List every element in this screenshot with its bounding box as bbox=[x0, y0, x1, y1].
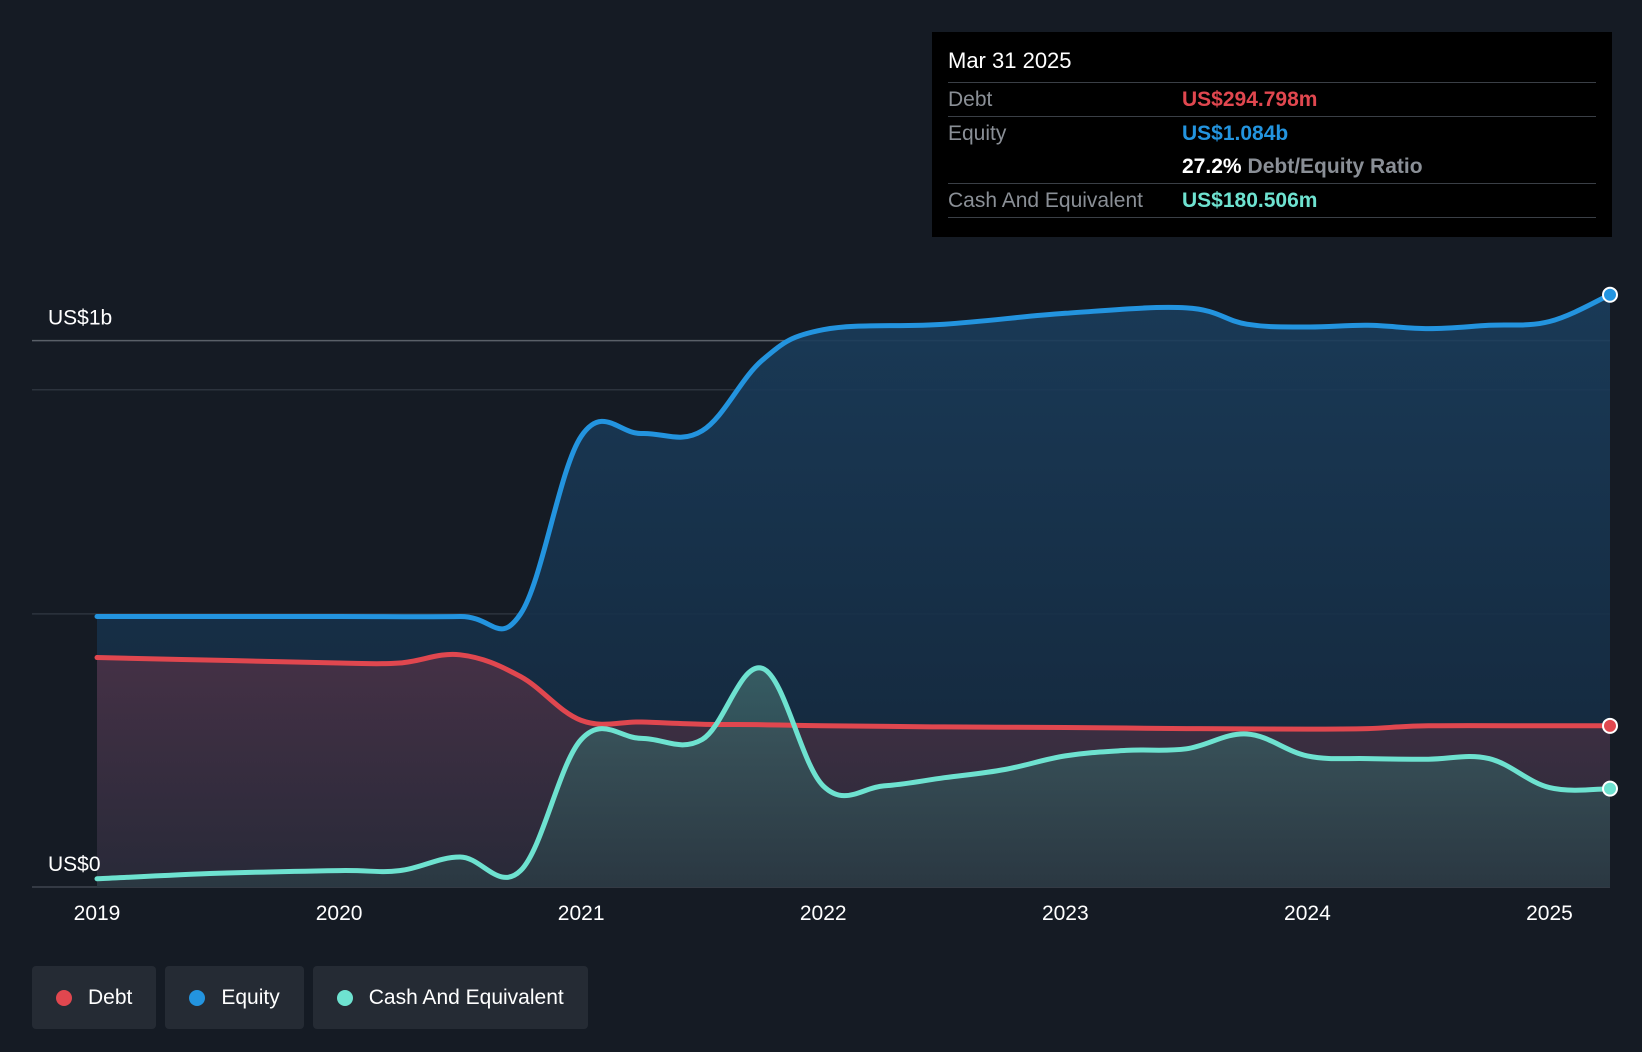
tooltip-ratio-value: 27.2% bbox=[1182, 154, 1242, 178]
tooltip-ratio-label: Debt/Equity Ratio bbox=[1247, 154, 1423, 178]
cash-end-marker bbox=[1602, 780, 1618, 797]
end-markers bbox=[1602, 286, 1618, 797]
y-tick-label: US$0 bbox=[48, 853, 101, 876]
x-axis-labels: 2019 2020 2021 2022 2023 2024 2025 bbox=[74, 902, 1573, 925]
x-tick-label: 2021 bbox=[558, 902, 605, 925]
legend-cash-label: Cash And Equivalent bbox=[368, 985, 564, 1009]
legend-equity-label: Equity bbox=[221, 985, 280, 1009]
legend-item-cash[interactable]: Cash And Equivalent bbox=[312, 966, 588, 1029]
legend-debt-label: Debt bbox=[88, 985, 133, 1009]
x-tick-label: 2023 bbox=[1042, 902, 1089, 925]
debt-dot-icon bbox=[56, 989, 72, 1006]
debt-end-marker bbox=[1602, 717, 1618, 734]
x-tick-label: 2025 bbox=[1526, 902, 1573, 925]
legend-item-equity[interactable]: Equity bbox=[165, 966, 304, 1029]
tooltip-cash-label: Cash And Equivalent bbox=[948, 188, 1143, 212]
tooltip-equity-label: Equity bbox=[948, 121, 1007, 145]
tooltip-cash-value: US$180.506m bbox=[1182, 188, 1318, 212]
x-tick-label: 2020 bbox=[316, 902, 363, 925]
tooltip-ratio-row: 27.2% Debt/Equity Ratio bbox=[948, 150, 1596, 183]
series-areas bbox=[97, 294, 1610, 887]
tooltip-debt-row: Debt US$294.798m bbox=[948, 82, 1596, 116]
tooltip-debt-value: US$294.798m bbox=[1182, 87, 1318, 111]
debt-line bbox=[94, 651, 1613, 732]
tooltip-date: Mar 31 2025 bbox=[948, 48, 1072, 73]
tooltip-equity-value: US$1.084b bbox=[1182, 121, 1289, 145]
y-axis-labels: US$0 US$1b bbox=[48, 307, 112, 876]
x-tick-label: 2022 bbox=[800, 902, 847, 925]
data-tooltip: Mar 31 2025 Debt US$294.798m Equity US$1… bbox=[932, 32, 1612, 237]
y-tick-label: US$1b bbox=[48, 307, 112, 330]
tooltip-debt-label: Debt bbox=[948, 87, 993, 111]
cash-area bbox=[97, 667, 1610, 887]
legend-item-debt[interactable]: Debt bbox=[32, 966, 157, 1029]
equity-dot-icon bbox=[189, 989, 206, 1006]
tooltip-equity-row: Equity US$1.084b bbox=[948, 116, 1596, 150]
cash-dot-icon bbox=[336, 989, 353, 1006]
series-lines bbox=[94, 292, 1613, 882]
tooltip-cash-row: Cash And Equivalent US$180.506m bbox=[948, 183, 1596, 218]
equity-end-marker bbox=[1602, 286, 1618, 303]
chart-legend: Debt Equity Cash And Equivalent bbox=[32, 966, 588, 1029]
x-tick-label: 2024 bbox=[1284, 902, 1331, 925]
x-tick-label: 2019 bbox=[74, 902, 121, 925]
equity-line bbox=[94, 292, 1613, 632]
cash-line bbox=[94, 665, 1613, 882]
